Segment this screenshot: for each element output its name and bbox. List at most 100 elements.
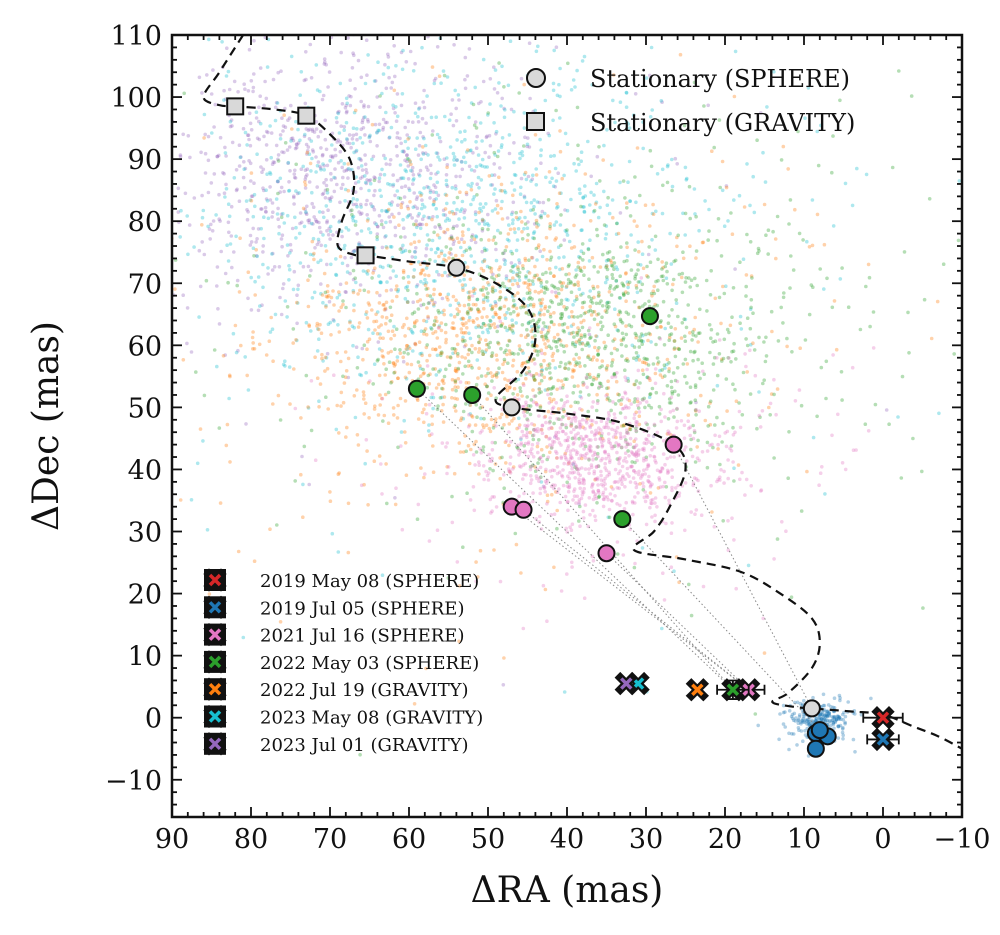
posterior-sample-point — [531, 231, 536, 235]
posterior-sample-point — [590, 382, 595, 387]
posterior-sample-point — [632, 345, 637, 349]
posterior-sample-point — [254, 240, 258, 244]
posterior-sample-point — [745, 162, 749, 166]
posterior-sample-point — [590, 483, 595, 487]
posterior-sample-point — [423, 143, 428, 148]
posterior-sample-point — [281, 129, 285, 133]
posterior-sample-point — [966, 336, 970, 340]
posterior-sample-point — [734, 399, 739, 404]
posterior-sample-point — [405, 316, 409, 321]
posterior-sample-point — [481, 285, 486, 290]
posterior-sample-point — [200, 223, 204, 227]
posterior-sample-point — [474, 126, 479, 130]
posterior-sample-point — [637, 338, 641, 343]
posterior-sample-point — [490, 351, 495, 355]
posterior-sample-point — [661, 571, 665, 575]
posterior-sample-point — [715, 383, 720, 388]
posterior-sample-point — [708, 350, 712, 355]
posterior-sample-point — [416, 398, 420, 403]
posterior-sample-point — [766, 228, 771, 232]
posterior-sample-point — [536, 429, 540, 434]
posterior-sample-point — [713, 423, 717, 427]
posterior-sample-point — [234, 188, 239, 193]
posterior-sample-point — [748, 326, 753, 331]
posterior-sample-point — [652, 445, 657, 450]
posterior-sample-point — [383, 235, 387, 239]
posterior-sample-point — [618, 180, 622, 185]
posterior-sample-point — [539, 348, 544, 353]
posterior-sample-point — [316, 327, 320, 331]
posterior-sample-point — [576, 265, 580, 269]
posterior-sample-point — [317, 405, 321, 409]
posterior-sample-point — [339, 390, 344, 395]
posterior-sample-point — [384, 209, 389, 214]
posterior-sample-point — [212, 172, 217, 176]
posterior-sample-point — [487, 155, 491, 159]
posterior-sample-point — [490, 379, 494, 383]
posterior-sample-point — [403, 248, 408, 253]
posterior-sample-point — [547, 362, 552, 366]
posterior-sample-point — [619, 338, 624, 343]
posterior-sample-point — [503, 313, 507, 317]
posterior-sample-point — [616, 329, 621, 333]
posterior-sample-point — [295, 301, 300, 305]
posterior-sample-point — [258, 304, 262, 308]
posterior-sample-point — [524, 427, 529, 431]
posterior-sample-point — [403, 441, 408, 445]
posterior-sample-point — [304, 142, 309, 147]
posterior-sample-point — [557, 291, 561, 296]
posterior-sample-point — [511, 331, 516, 335]
posterior-sample-point — [591, 457, 595, 462]
posterior-sample-point — [515, 238, 520, 242]
posterior-sample-point — [457, 639, 461, 644]
posterior-sample-point — [641, 304, 645, 308]
posterior-sample-point — [261, 244, 266, 248]
posterior-sample-point — [149, 77, 153, 81]
posterior-sample-point — [811, 435, 816, 440]
posterior-sample-point — [358, 27, 362, 31]
posterior-sample-point — [561, 468, 565, 472]
posterior-sample-point — [288, 25, 292, 29]
posterior-sample-point — [507, 349, 512, 353]
posterior-sample-point — [522, 491, 526, 496]
posterior-sample-point — [522, 194, 527, 199]
posterior-sample-point — [437, 135, 442, 140]
posterior-sample-point — [517, 423, 522, 427]
posterior-sample-point — [336, 160, 341, 165]
posterior-sample-point — [619, 398, 624, 402]
posterior-sample-point — [293, 176, 298, 180]
posterior-sample-point — [547, 133, 552, 138]
posterior-sample-point — [572, 435, 576, 440]
posterior-sample-point — [616, 231, 621, 236]
posterior-sample-point — [762, 378, 766, 383]
posterior-sample-point — [636, 403, 640, 408]
posterior-sample-point — [492, 65, 496, 69]
posterior-sample-point — [472, 442, 477, 447]
posterior-sample-point — [505, 328, 509, 333]
posterior-sample-point — [805, 239, 809, 244]
posterior-sample-point — [280, 244, 284, 249]
posterior-sample-point — [500, 64, 504, 69]
posterior-sample-point — [391, 361, 396, 366]
posterior-sample-point — [362, 397, 366, 401]
posterior-sample-point — [441, 208, 446, 213]
posterior-sample-point — [750, 276, 754, 280]
posterior-sample-point — [553, 435, 557, 439]
posterior-sample-point — [557, 441, 562, 445]
posterior-sample-point — [396, 287, 401, 292]
posterior-sample-point — [256, 275, 261, 279]
posterior-sample-point — [474, 235, 479, 239]
posterior-sample-point — [163, 448, 167, 452]
posterior-sample-point — [693, 385, 698, 390]
posterior-sample-point — [419, 271, 424, 275]
posterior-sample-point — [520, 349, 524, 353]
posterior-sample-point — [660, 368, 664, 372]
posterior-sample-point — [583, 426, 587, 431]
posterior-sample-point — [401, 48, 405, 53]
posterior-sample-point — [218, 219, 222, 223]
posterior-sample-point — [598, 365, 602, 370]
posterior-sample-point — [373, 404, 377, 409]
posterior-sample-point — [382, 302, 386, 307]
posterior-sample-point — [514, 215, 519, 220]
posterior-sample-point — [618, 100, 623, 104]
